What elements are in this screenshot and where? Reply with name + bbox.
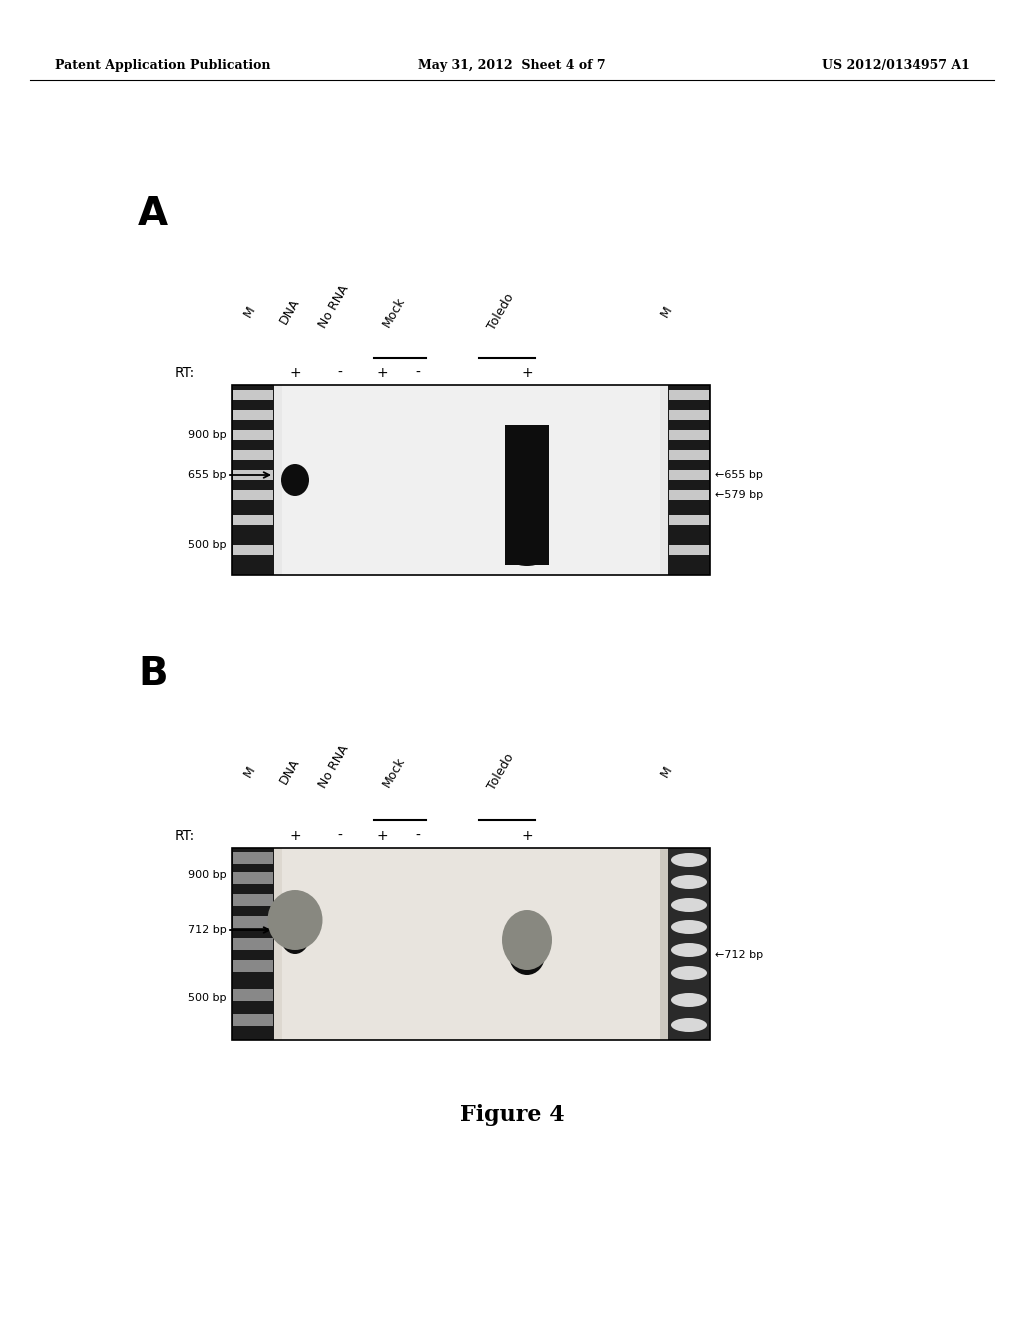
Text: -: - xyxy=(338,829,342,843)
Bar xyxy=(233,851,273,865)
Bar xyxy=(233,490,273,500)
Bar xyxy=(274,385,670,576)
Text: -: - xyxy=(416,366,421,380)
Bar xyxy=(233,989,273,1001)
Bar xyxy=(233,515,273,525)
Bar xyxy=(232,847,710,1040)
Bar xyxy=(232,847,710,1040)
Bar xyxy=(660,847,668,1040)
Bar xyxy=(233,470,273,480)
Bar xyxy=(233,894,273,906)
Bar xyxy=(669,430,709,440)
Ellipse shape xyxy=(671,1018,707,1032)
Ellipse shape xyxy=(507,544,547,566)
Text: +: + xyxy=(376,366,388,380)
Bar xyxy=(233,960,273,972)
Text: ←655 bp: ←655 bp xyxy=(715,470,763,480)
Text: M: M xyxy=(658,764,675,780)
Bar xyxy=(668,385,710,576)
Text: Toledo: Toledo xyxy=(485,751,517,792)
Bar xyxy=(233,430,273,440)
Text: 900 bp: 900 bp xyxy=(188,430,227,440)
Bar xyxy=(233,939,273,950)
Ellipse shape xyxy=(280,916,310,954)
Text: A: A xyxy=(138,195,168,234)
Text: +: + xyxy=(521,366,532,380)
Text: May 31, 2012  Sheet 4 of 7: May 31, 2012 Sheet 4 of 7 xyxy=(418,58,606,71)
Text: ←712 bp: ←712 bp xyxy=(715,950,763,960)
Bar xyxy=(274,385,282,576)
Bar xyxy=(232,385,710,576)
Ellipse shape xyxy=(502,909,552,970)
Bar xyxy=(668,847,710,1040)
Bar xyxy=(669,389,709,400)
Ellipse shape xyxy=(671,875,707,888)
Bar xyxy=(233,873,273,884)
Text: 712 bp: 712 bp xyxy=(188,925,227,935)
Bar xyxy=(669,411,709,420)
Text: Toledo: Toledo xyxy=(485,292,517,333)
Ellipse shape xyxy=(671,942,707,957)
Bar xyxy=(669,490,709,500)
Bar xyxy=(233,450,273,459)
Bar xyxy=(505,425,549,565)
Ellipse shape xyxy=(671,898,707,912)
Text: -: - xyxy=(338,366,342,380)
Bar xyxy=(669,470,709,480)
Text: No RNA: No RNA xyxy=(316,282,352,330)
Bar xyxy=(233,389,273,400)
Text: ←579 bp: ←579 bp xyxy=(715,490,763,500)
Bar xyxy=(233,545,273,554)
Bar xyxy=(232,385,710,576)
Ellipse shape xyxy=(509,935,545,975)
Ellipse shape xyxy=(671,853,707,867)
Bar xyxy=(233,916,273,928)
Text: RT:: RT: xyxy=(175,366,196,380)
Text: +: + xyxy=(376,829,388,843)
Text: M: M xyxy=(241,304,258,319)
Text: +: + xyxy=(289,829,301,843)
Text: 500 bp: 500 bp xyxy=(188,540,227,550)
Ellipse shape xyxy=(671,920,707,935)
Bar xyxy=(669,450,709,459)
Text: No RNA: No RNA xyxy=(316,743,352,791)
Text: US 2012/0134957 A1: US 2012/0134957 A1 xyxy=(822,58,970,71)
Bar xyxy=(669,515,709,525)
Text: Patent Application Publication: Patent Application Publication xyxy=(55,58,270,71)
Text: Figure 4: Figure 4 xyxy=(460,1104,564,1126)
Text: M: M xyxy=(241,764,258,780)
Bar xyxy=(669,545,709,554)
Ellipse shape xyxy=(281,465,309,496)
Text: M: M xyxy=(658,304,675,319)
Text: 500 bp: 500 bp xyxy=(188,993,227,1003)
Bar xyxy=(232,385,274,576)
Text: DNA: DNA xyxy=(276,756,302,787)
Text: B: B xyxy=(138,655,168,693)
Bar xyxy=(274,847,282,1040)
Bar xyxy=(233,411,273,420)
Bar xyxy=(232,847,274,1040)
Bar xyxy=(660,385,668,576)
Ellipse shape xyxy=(671,966,707,979)
Bar xyxy=(282,847,660,1040)
Text: Mock: Mock xyxy=(381,294,409,329)
Text: +: + xyxy=(289,366,301,380)
Text: +: + xyxy=(521,829,532,843)
Text: Mock: Mock xyxy=(381,754,409,789)
Text: 655 bp: 655 bp xyxy=(188,470,227,480)
Text: DNA: DNA xyxy=(276,297,302,327)
Text: RT:: RT: xyxy=(175,829,196,843)
Bar xyxy=(233,1014,273,1026)
Text: 900 bp: 900 bp xyxy=(188,870,227,880)
Text: -: - xyxy=(416,829,421,843)
Ellipse shape xyxy=(671,993,707,1007)
Ellipse shape xyxy=(267,890,323,950)
